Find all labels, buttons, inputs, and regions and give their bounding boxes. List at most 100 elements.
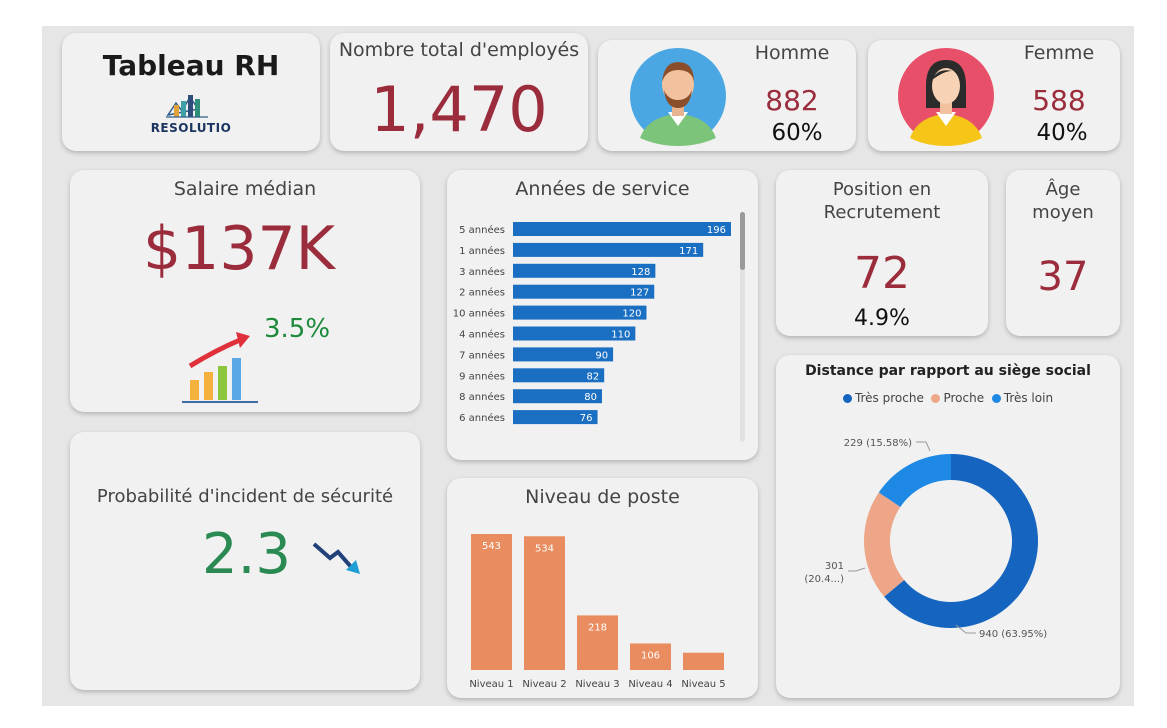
legend-item-tres-proche[interactable]: Très proche xyxy=(842,391,924,405)
donut-slice[interactable] xyxy=(864,492,905,597)
level-tick-label: Niveau 3 xyxy=(575,679,619,690)
legend-label: Très proche xyxy=(854,391,924,405)
service-bar[interactable] xyxy=(513,284,655,299)
average-age-value: 37 xyxy=(1037,254,1089,300)
level-bar[interactable] xyxy=(524,536,565,670)
service-data-label: 196 xyxy=(707,225,726,236)
recruitment-label-line2: Recrutement xyxy=(823,202,941,223)
service-bar[interactable] xyxy=(513,263,656,278)
legend-item-tres-loin[interactable]: Très loin xyxy=(991,391,1054,405)
scrollbar-track[interactable] xyxy=(740,212,745,442)
years-of-service-chart: 5 années 196 1 années 171 3 années 128 2 année… xyxy=(453,222,731,425)
total-employees-label: Nombre total d'employés xyxy=(338,39,580,61)
job-level-card: Niveau de poste 543 Niveau 1 534 Niveau 2 21… xyxy=(447,478,758,698)
service-bar[interactable] xyxy=(513,410,598,425)
leader-line xyxy=(916,441,931,452)
service-bar[interactable] xyxy=(513,305,647,320)
job-level-chart: 543 Niveau 1 534 Niveau 2 218 Niveau 3 106 Nive… xyxy=(469,534,726,690)
level-data-label: 218 xyxy=(588,622,607,633)
service-data-label: 171 xyxy=(679,246,698,257)
homme-percent: 60% xyxy=(771,120,823,146)
service-tick-label: 5 années xyxy=(459,224,505,236)
level-tick-label: Niveau 4 xyxy=(628,679,672,690)
recruitment-label-line1: Position en xyxy=(832,179,932,200)
median-salary-card: Salaire médian $137K 3.5% xyxy=(70,170,420,412)
service-bar[interactable] xyxy=(513,368,605,383)
donut-slice[interactable] xyxy=(884,454,1038,628)
resolutio-logo-icon xyxy=(166,95,208,118)
service-tick-label: 10 années xyxy=(453,308,505,320)
level-bar[interactable] xyxy=(577,615,618,670)
donut-data-label: 940 (63.95%) xyxy=(979,629,1047,640)
recruitment-percent: 4.9% xyxy=(854,306,910,331)
average-age-label-line1: Âge xyxy=(1045,179,1081,200)
salary-trend-percent: 3.5% xyxy=(264,314,331,344)
level-data-label: 543 xyxy=(482,541,501,552)
service-data-label: 127 xyxy=(630,288,649,299)
femme-label: Femme xyxy=(1023,42,1095,64)
homme-label: Homme xyxy=(754,42,830,64)
service-data-label: 120 xyxy=(622,309,641,320)
service-tick-label: 8 années xyxy=(459,391,505,403)
years-of-service-title: Années de service xyxy=(515,178,690,200)
femme-count: 588 xyxy=(1032,84,1086,117)
donut-slice[interactable] xyxy=(878,454,951,507)
service-bar[interactable] xyxy=(513,326,636,341)
distance-legend: Très proche Proche Très loin xyxy=(776,391,1120,405)
female-avatar-icon xyxy=(898,48,994,146)
distance-donut-chart: 940 (63.95%) 301 (20.4...) 229 (15.58%) xyxy=(804,438,1047,640)
service-tick-label: 6 années xyxy=(459,412,505,424)
leader-line xyxy=(848,567,866,572)
service-data-label: 80 xyxy=(584,392,597,403)
donut-data-label: 301 xyxy=(825,561,844,572)
level-data-label: 534 xyxy=(535,543,554,554)
service-tick-label: 7 années xyxy=(459,349,505,361)
safety-incident-card: Probabilité d'incident de sécurité 2.3 xyxy=(70,432,420,690)
total-employees-card: Nombre total d'employés 1,470 xyxy=(330,33,588,151)
legend-label: Proche xyxy=(943,391,985,405)
safety-incident-value: 2.3 xyxy=(202,522,292,587)
brand-name: RESOLUTIO xyxy=(150,121,232,135)
femme-percent: 40% xyxy=(1036,120,1088,146)
legend-dot xyxy=(842,394,852,403)
service-data-label: 90 xyxy=(595,350,608,361)
service-data-label: 110 xyxy=(611,330,630,341)
safety-incident-label: Probabilité d'incident de sécurité xyxy=(96,486,394,507)
growth-chart-icon xyxy=(182,332,258,403)
level-data-label: 106 xyxy=(641,650,660,661)
total-employees-value: 1,470 xyxy=(370,73,548,146)
average-age-label-line2: moyen xyxy=(1032,202,1094,223)
legend-item-proche[interactable]: Proche xyxy=(931,391,984,405)
legend-dot xyxy=(991,394,1001,403)
service-bar[interactable] xyxy=(513,389,602,404)
average-age-label: Âge moyen xyxy=(1006,178,1120,224)
homme-count: 882 xyxy=(765,84,819,117)
homme-card: Homme 882 60% xyxy=(598,40,856,151)
service-data-label: 82 xyxy=(586,371,599,382)
distance-card: Distance par rapport au siège social Trè… xyxy=(776,355,1120,698)
service-bar[interactable] xyxy=(513,242,704,257)
level-bar[interactable] xyxy=(683,652,724,670)
service-bar[interactable] xyxy=(513,222,731,236)
years-of-service-card: Années de service 5 années 196 1 années 171… xyxy=(447,170,758,460)
trend-down-icon xyxy=(312,542,360,574)
level-tick-label: Niveau 5 xyxy=(681,679,725,690)
recruitment-position-label: Position en Recrutement xyxy=(776,178,988,224)
donut-data-label: (20.4...) xyxy=(804,574,844,585)
scrollbar-thumb[interactable] xyxy=(740,212,745,270)
donut-data-label: 229 (15.58%) xyxy=(844,438,912,449)
job-level-title: Niveau de poste xyxy=(525,486,680,508)
level-bar[interactable] xyxy=(630,643,671,670)
recruitment-position-value: 72 xyxy=(854,248,910,299)
title-card: Tableau RH RESOLUTIO xyxy=(62,33,320,151)
level-tick-label: Niveau 2 xyxy=(522,679,566,690)
level-bar[interactable] xyxy=(471,534,512,670)
distance-title: Distance par rapport au siège social xyxy=(805,363,1091,379)
level-tick-label: Niveau 1 xyxy=(469,679,513,690)
average-age-card: Âge moyen 37 xyxy=(1006,170,1120,336)
service-bar[interactable] xyxy=(513,347,614,362)
legend-dot xyxy=(931,394,941,403)
legend-label: Très loin xyxy=(1003,391,1054,405)
femme-card: Femme 588 40% xyxy=(868,40,1120,151)
median-salary-value: $137K xyxy=(142,214,336,284)
